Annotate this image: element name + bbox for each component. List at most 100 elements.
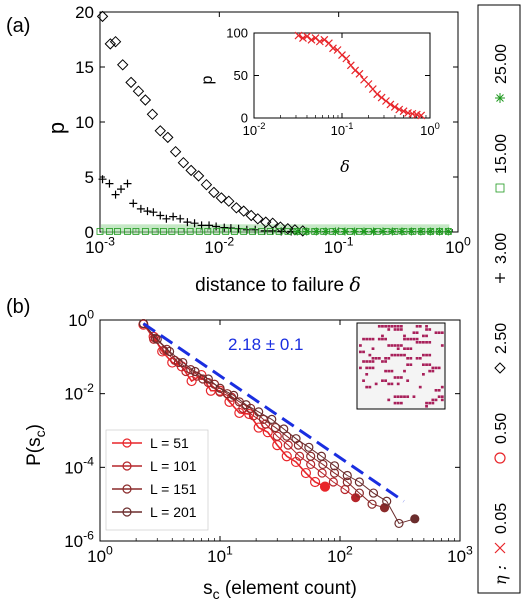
panel-a-point-* bbox=[293, 227, 302, 236]
lattice-cell bbox=[399, 328, 403, 331]
lattice-cell bbox=[371, 347, 375, 350]
lattice-cell bbox=[371, 357, 375, 360]
lattice-cell bbox=[396, 344, 400, 347]
panel-a-point-* bbox=[331, 227, 340, 236]
panel-b-x-tick-label: 103 bbox=[447, 543, 473, 566]
lattice-cell bbox=[425, 405, 428, 408]
lattice-cell bbox=[384, 357, 387, 360]
lattice-cell bbox=[415, 337, 419, 341]
panel-a-point-diamond bbox=[162, 131, 174, 144]
panel-b-point bbox=[342, 477, 352, 487]
lattice-cell bbox=[431, 366, 435, 370]
panel-a-point-* bbox=[426, 227, 435, 236]
lattice-cell bbox=[422, 341, 425, 344]
lattice-cell bbox=[381, 360, 384, 363]
inset-point bbox=[338, 51, 346, 60]
panel-a-point-diamond bbox=[260, 216, 272, 228]
legend-marker bbox=[122, 507, 132, 517]
lattice-cell bbox=[409, 347, 413, 350]
inset-point bbox=[299, 34, 307, 43]
lattice-cell bbox=[368, 366, 372, 370]
panel-a-point-diamond bbox=[282, 222, 294, 235]
panel-a-point-diamond bbox=[154, 125, 166, 137]
panel-b-point bbox=[317, 468, 327, 478]
panel-a-point-square bbox=[222, 228, 230, 235]
panel-b-point bbox=[186, 365, 196, 375]
panel-a-x-tick-label: 10-2 bbox=[204, 234, 234, 257]
panel-a-point-diamond bbox=[96, 10, 109, 23]
eta-legend bbox=[477, 4, 521, 594]
panel-b-y-axis-label: P(sc) bbox=[24, 424, 48, 466]
panel-a-point-square bbox=[284, 228, 292, 235]
lattice-cell bbox=[381, 337, 384, 341]
lattice-cell bbox=[406, 357, 410, 360]
panel-a-point-square bbox=[204, 228, 212, 235]
panel-b-point bbox=[152, 334, 162, 344]
panel-b-point bbox=[354, 488, 364, 498]
lattice-cell bbox=[399, 395, 403, 398]
panel-b-y-tick-label: 10-4 bbox=[64, 455, 94, 478]
eta-legend-label: 0.50 bbox=[493, 413, 510, 444]
panel-a-y-tick-label: 5 bbox=[85, 168, 94, 187]
lattice-cell bbox=[399, 376, 403, 379]
lattice-cell bbox=[440, 395, 444, 398]
panel-b-point bbox=[354, 477, 364, 487]
lattice-cell bbox=[406, 395, 410, 398]
lattice-cell bbox=[428, 363, 432, 366]
panel-b-point bbox=[272, 431, 282, 441]
lattice-cell bbox=[418, 385, 422, 389]
legend-marker bbox=[122, 438, 132, 448]
lattice-cell bbox=[437, 366, 441, 370]
panel-a-point-diamond bbox=[132, 85, 145, 97]
panel-b-point bbox=[293, 440, 303, 450]
panel-a-point-square bbox=[195, 228, 203, 235]
lattice-cell bbox=[359, 350, 362, 354]
inset-background bbox=[250, 33, 434, 121]
square-series-band bbox=[101, 224, 450, 234]
lattice-cell bbox=[365, 385, 369, 389]
panel-a-y-axis-label: p bbox=[44, 122, 69, 134]
panel-b-point bbox=[229, 390, 239, 400]
lattice-cell bbox=[381, 379, 384, 382]
panel-b-point bbox=[368, 488, 379, 498]
lattice-cell bbox=[393, 353, 397, 357]
panel-b-plot: 100 101 102 103 10-6 10-4 10-2 100 bbox=[64, 307, 473, 566]
lattice-cell bbox=[434, 398, 438, 402]
inset-marks bbox=[294, 31, 426, 120]
panel-a-point-diamond bbox=[169, 145, 182, 158]
panel-a-point-diamond bbox=[215, 192, 228, 204]
lattice-cell bbox=[428, 401, 432, 405]
panel-b-y-axis-label-sub: c bbox=[32, 430, 48, 437]
panel-a-point-+ bbox=[212, 222, 221, 231]
panel-b-point bbox=[319, 481, 331, 492]
lattice-cell bbox=[412, 395, 416, 398]
eta-legend-label: 25.00 bbox=[493, 44, 510, 84]
lattice-cell bbox=[374, 357, 378, 360]
panel-b-point bbox=[281, 451, 292, 462]
legend-label: L = 151 bbox=[150, 481, 197, 497]
lattice-cell bbox=[387, 325, 391, 328]
inset-point bbox=[303, 32, 311, 41]
lattice-cell bbox=[434, 389, 438, 392]
lattice-cell bbox=[425, 328, 428, 331]
inset-x-tick-label: 10-2 bbox=[243, 121, 266, 138]
panel-b-point bbox=[367, 499, 377, 509]
lattice-cell bbox=[406, 337, 410, 341]
panel-a-point-+ bbox=[143, 207, 152, 216]
lattice-cell bbox=[362, 360, 365, 363]
panel-b-point bbox=[300, 467, 312, 479]
panel-b-point bbox=[150, 333, 161, 343]
lattice-cell bbox=[396, 353, 400, 357]
panel-b-point bbox=[215, 383, 225, 393]
panel-a-point-* bbox=[397, 227, 406, 236]
lattice-cell bbox=[412, 337, 416, 341]
inset-point bbox=[382, 97, 390, 105]
lattice-cell bbox=[399, 401, 403, 405]
legend-label: L = 201 bbox=[150, 504, 197, 520]
panel-b-x-axis-label-sub: c bbox=[213, 586, 220, 602]
lattice-cell bbox=[425, 325, 428, 328]
lattice-cell bbox=[365, 373, 369, 376]
panel-b-point bbox=[164, 346, 175, 357]
lattice-cell bbox=[422, 353, 425, 357]
